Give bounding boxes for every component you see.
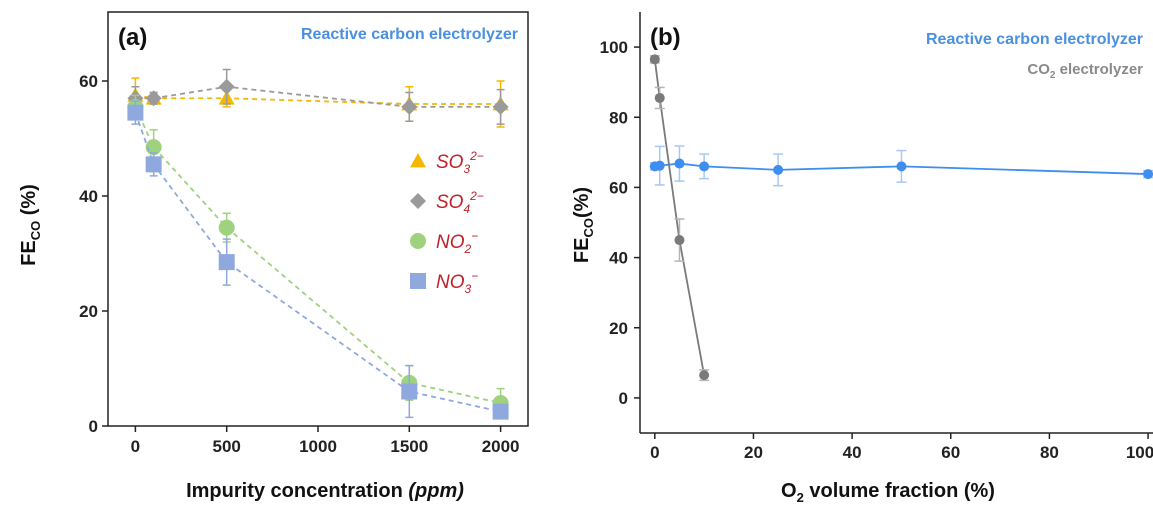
chart-a-y-tick-label: 60 (79, 72, 98, 91)
chart-a-axes: 0 500 1000 1500 2000 0 20 40 60 (79, 72, 519, 456)
chart-b-data-point (674, 235, 685, 246)
chart-b-data-point (773, 164, 784, 175)
chart-a-x-tick-label: 1500 (390, 437, 428, 456)
chart-a-panel-label: (a) (118, 24, 147, 51)
chart-a-y-tick-label: 0 (89, 417, 98, 436)
chart-b-data-point (699, 370, 710, 381)
chart-b-legend-label-1: CO2 electrolyzer (1027, 61, 1143, 81)
chart-a-data-point (145, 156, 162, 173)
chart-b-x-axis-label: O2 volume fraction (%) (781, 480, 995, 505)
chart-a-legend-marker (410, 153, 426, 168)
chart-b-data-point (896, 161, 907, 172)
chart-a-data-point (145, 139, 162, 156)
chart-b-y-tick-label: 20 (609, 319, 628, 338)
chart-a-y-tick-label: 40 (79, 187, 98, 206)
chart-a-y-tick-label: 20 (79, 302, 98, 321)
chart-b-legend-label-0: Reactive carbon electrolyzer (926, 31, 1143, 48)
chart-b-x-tick-label: 0 (650, 443, 659, 462)
chart-b-x-tick-label: 40 (843, 443, 862, 462)
chart-b-data-point (1143, 169, 1153, 180)
chart-a-x-axis-label: Impurity concentration (ppm) (186, 480, 464, 502)
chart-a-x-tick-label: 0 (131, 437, 140, 456)
chart-b-x-tick-label: 100 (1126, 443, 1153, 462)
chart-a-data-point (218, 219, 235, 236)
chart-b-x-tick-label: 60 (941, 443, 960, 462)
chart-b-y-tick-label: 100 (600, 38, 628, 57)
chart-a-data-point (218, 254, 235, 271)
chart-a-series-line (134, 112, 501, 413)
chart-a-data-point (218, 78, 235, 95)
chart-a-legend-marker (410, 193, 426, 209)
chart-b-y-tick-label: 40 (609, 249, 628, 268)
chart-a-legend-label: SO42− (436, 189, 484, 216)
chart-a-data-point (492, 98, 509, 115)
chart-a-data-point (401, 98, 418, 115)
chart-a-x-tick-label: 500 (213, 437, 241, 456)
chart-a-series (127, 68, 509, 420)
chart-b: (b) Reactive carbon electrolyzer CO2 ele… (571, 12, 1153, 505)
chart-a-legend-label: NO3− (436, 269, 478, 296)
chart-a: (a) Reactive carbon electrolyzer 0 500 100… (18, 11, 529, 502)
chart-b-y-tick-label: 60 (609, 178, 628, 197)
chart-b-data-point (649, 54, 660, 65)
chart-a-legend-marker (410, 273, 426, 289)
chart-a-data-point (401, 383, 418, 400)
chart-b-axes: 0 20 40 60 80 100 0 20 40 60 80 100 (600, 38, 1153, 462)
chart-a-series-line (134, 106, 501, 404)
chart-a-x-tick-label: 1000 (299, 437, 337, 456)
chart-a-legend-marker (410, 233, 426, 249)
chart-b-x-tick-label: 80 (1040, 443, 1059, 462)
chart-b-data-point (654, 92, 665, 103)
chart-a-data-point (145, 90, 162, 107)
chart-b-series-line (653, 59, 706, 376)
chart-a-legend-label: SO32− (436, 149, 484, 176)
chart-a-frame (107, 11, 529, 427)
chart-a-data-point (127, 104, 144, 121)
chart-b-series (649, 54, 1153, 382)
chart-b-y-axis-label: FECO(%) (571, 187, 596, 263)
chart-b-data-point (674, 158, 685, 169)
chart-a-y-axis-label: FECO (%) (18, 184, 43, 266)
chart-b-x-tick-label: 20 (744, 443, 763, 462)
chart-a-title: Reactive carbon electrolyzer (301, 26, 518, 43)
chart-b-panel-label: (b) (650, 24, 681, 51)
chart-a-x-tick-label: 2000 (482, 437, 520, 456)
chart-b-data-point (699, 161, 710, 172)
chart-b-y-tick-label: 80 (609, 108, 628, 127)
chart-a-legend-label: NO2− (436, 229, 478, 256)
chart-b-y-tick-label: 0 (619, 389, 628, 408)
chart-a-data-point (492, 403, 509, 420)
chart-a-legend: SO32− SO42− NO2− NO3− (410, 149, 484, 296)
chart-b-data-point (654, 160, 665, 171)
